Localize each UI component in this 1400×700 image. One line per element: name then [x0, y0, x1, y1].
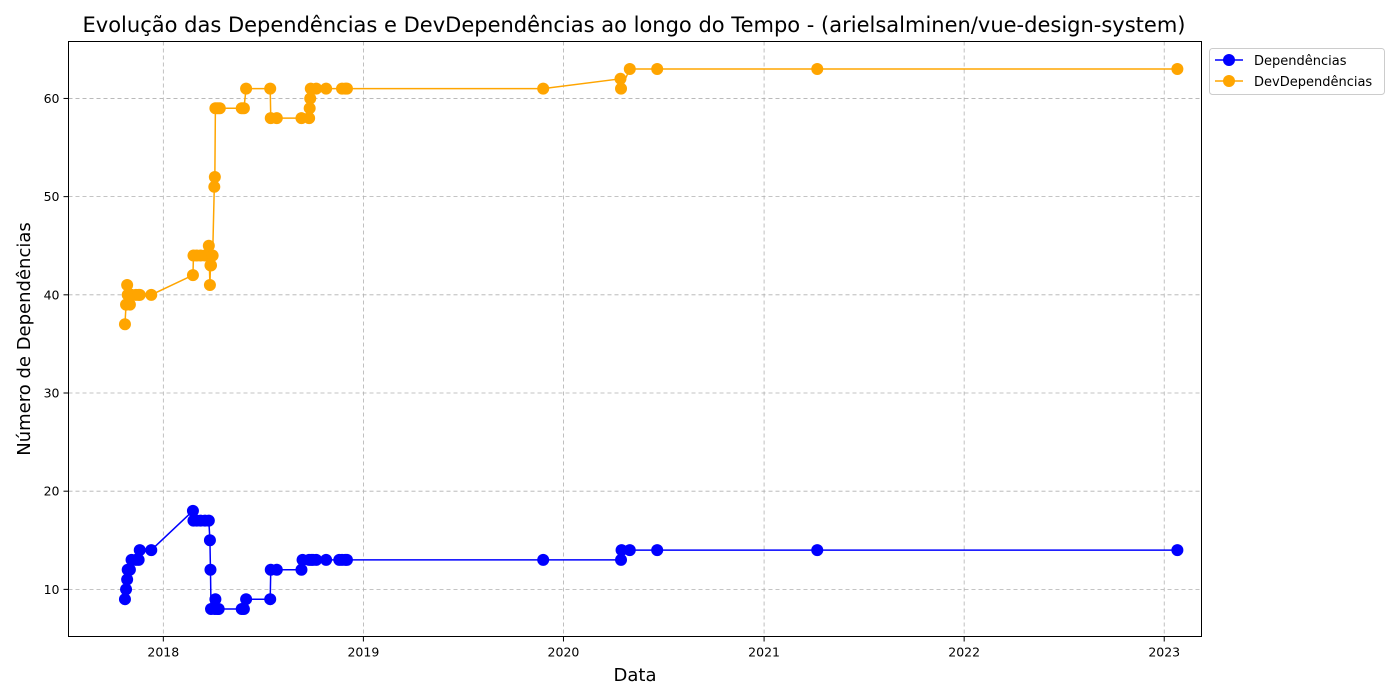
- x-tick-label: 2021: [748, 645, 780, 660]
- data-point: [203, 534, 216, 547]
- x-tick-label: 2022: [948, 645, 980, 660]
- data-point: [264, 82, 277, 95]
- legend: Dependências DevDependências: [1209, 48, 1385, 95]
- data-point: [811, 544, 824, 557]
- legend-box: [1209, 48, 1385, 95]
- grid: [68, 41, 1202, 637]
- data-point: [310, 553, 323, 566]
- data-point: [133, 288, 146, 301]
- data-point: [213, 102, 226, 115]
- data-point: [121, 279, 134, 291]
- data-point: [303, 102, 316, 115]
- data-point: [145, 544, 158, 557]
- data-point: [237, 603, 250, 616]
- data-point: [133, 544, 146, 557]
- data-point: [237, 102, 250, 115]
- legend-marker-dependencias: [1223, 54, 1235, 66]
- x-tick-label: 2019: [347, 645, 379, 660]
- data-point: [202, 239, 215, 252]
- data-point: [206, 249, 219, 262]
- data-point: [537, 553, 550, 566]
- series-dependencias: [118, 504, 1184, 616]
- data-point: [1171, 544, 1184, 557]
- data-point: [204, 563, 217, 576]
- data-point: [123, 563, 136, 576]
- data-point: [132, 553, 145, 566]
- plot-series: [118, 62, 1184, 616]
- data-point: [320, 82, 333, 95]
- data-point: [310, 82, 323, 95]
- data-point: [186, 504, 199, 517]
- data-point: [208, 171, 221, 183]
- data-point: [212, 603, 225, 616]
- data-point: [209, 593, 222, 606]
- chart-title: Evolução das Dependências e DevDependênc…: [83, 13, 1186, 37]
- legend-label-devdependencias: DevDependências: [1254, 75, 1372, 90]
- series-line: [124, 509, 1178, 610]
- data-point: [615, 544, 628, 557]
- y-tick-label: 50: [44, 189, 60, 204]
- y-tick-label: 30: [44, 386, 60, 401]
- y-tick-label: 10: [44, 582, 60, 597]
- data-point: [240, 82, 253, 95]
- data-point: [270, 563, 283, 576]
- data-point: [651, 544, 664, 557]
- data-point: [264, 593, 277, 606]
- data-point: [203, 279, 216, 291]
- data-point: [537, 82, 550, 95]
- data-point: [1171, 62, 1184, 75]
- data-point: [145, 288, 158, 301]
- data-point: [186, 269, 199, 282]
- data-point: [340, 82, 353, 95]
- data-point: [205, 259, 218, 272]
- data-point: [120, 583, 133, 596]
- x-tick-label: 2023: [1148, 645, 1180, 660]
- data-point: [118, 593, 131, 606]
- y-tick-label: 60: [44, 91, 60, 106]
- data-point: [303, 112, 316, 125]
- data-point: [295, 563, 308, 576]
- data-point: [651, 62, 664, 75]
- data-point: [614, 72, 627, 85]
- x-tick-label: 2020: [548, 645, 580, 660]
- legend-marker-devdependencias: [1223, 75, 1235, 87]
- series-devdependencias: [118, 62, 1184, 331]
- x-tick-label: 2018: [147, 645, 179, 660]
- data-point: [623, 62, 636, 75]
- data-point: [304, 92, 317, 105]
- data-point: [123, 298, 136, 311]
- x-axis-label: Data: [614, 665, 657, 686]
- data-point: [615, 82, 628, 95]
- data-point: [121, 573, 134, 586]
- data-point: [118, 318, 131, 331]
- data-point: [811, 62, 824, 75]
- data-point: [202, 514, 215, 527]
- legend-label-dependencias: Dependências: [1254, 54, 1347, 69]
- data-point: [240, 593, 253, 606]
- axis-ticks: 2018 2019 2020 2021 2022 2023 10 20 30 40 50 60: [44, 91, 1181, 660]
- plot-frame: [68, 41, 1202, 637]
- y-tick-label: 40: [44, 287, 60, 302]
- y-tick-label: 20: [44, 484, 60, 499]
- y-axis-label: Número de Dependências: [14, 222, 35, 456]
- data-point: [270, 112, 283, 125]
- data-point: [320, 553, 333, 566]
- data-point: [623, 544, 636, 557]
- data-point: [615, 553, 628, 566]
- data-point: [340, 553, 353, 566]
- data-point: [208, 180, 221, 193]
